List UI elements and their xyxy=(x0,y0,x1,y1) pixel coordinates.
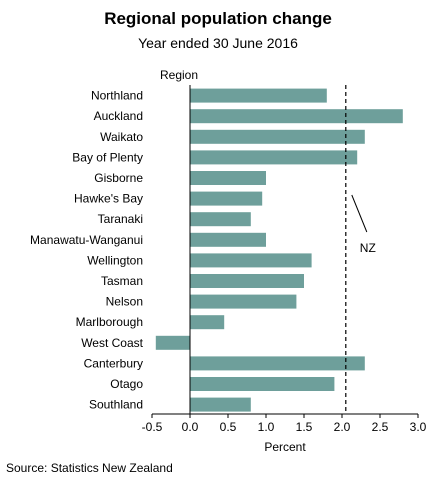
bar-marlborough xyxy=(190,315,225,330)
bar-taranaki xyxy=(190,212,251,227)
x-tick-label: -0.5 xyxy=(142,420,163,434)
bar-tasman xyxy=(190,274,304,288)
category-label: Tasman xyxy=(101,274,143,288)
category-label: Hawke's Bay xyxy=(74,192,143,206)
y-axis-title: Region xyxy=(160,68,198,82)
chart-subtitle: Year ended 30 June 2016 xyxy=(138,35,298,51)
bar-southland xyxy=(190,397,251,412)
x-axis-title: Percent xyxy=(264,440,306,454)
bar-auckland xyxy=(190,109,403,124)
bar-gisborne xyxy=(190,171,266,185)
category-label: Auckland xyxy=(94,109,143,123)
source-note: Source: Statistics New Zealand xyxy=(6,461,173,475)
x-tick-label: 2.0 xyxy=(334,420,351,434)
category-label: Canterbury xyxy=(84,356,143,370)
x-tick-label: 0.0 xyxy=(182,420,199,434)
category-label: Manawatu-Wanganui xyxy=(30,233,143,247)
bar-wellington xyxy=(190,253,312,268)
nz-annotation-pointer xyxy=(351,194,368,233)
x-tick-label: 2.5 xyxy=(372,420,389,434)
bar-northland xyxy=(190,88,327,103)
category-label: Bay of Plenty xyxy=(72,150,143,164)
category-labels: Northland Auckland Waikato Bay of Plenty Gis… xyxy=(30,89,144,412)
chart-title: Regional population change xyxy=(104,9,332,28)
bar-waikato xyxy=(190,129,365,144)
category-label: Northland xyxy=(91,89,143,103)
x-tick-label: 1.0 xyxy=(258,420,275,434)
category-label: Otago xyxy=(110,377,143,391)
x-tick-label: 0.5 xyxy=(220,420,237,434)
x-tick-label: 3.0 xyxy=(410,420,427,434)
bar-bay-of-plenty xyxy=(190,150,358,165)
x-axis-ticks: -0.5 0.0 0.5 1.0 1.5 2.0 2.5 3.0 xyxy=(142,414,427,434)
category-label: Gisborne xyxy=(94,171,143,185)
category-label: Waikato xyxy=(100,130,143,144)
bars-group xyxy=(155,88,403,412)
x-tick-label: 1.5 xyxy=(296,420,313,434)
category-label: Nelson xyxy=(106,295,143,309)
bar-west-coast xyxy=(155,335,190,350)
bar-nelson xyxy=(190,294,297,309)
category-label: Taranaki xyxy=(98,212,143,226)
category-label: Wellington xyxy=(87,253,143,267)
bar-canterbury xyxy=(190,356,365,371)
category-label: Southland xyxy=(89,398,143,412)
bar-manawatu-wanganui xyxy=(190,232,266,247)
nz-annotation-label: NZ xyxy=(360,241,376,255)
bar-otago xyxy=(190,377,335,391)
category-label: West Coast xyxy=(81,336,143,350)
bar-hawke-s-bay xyxy=(190,191,263,206)
category-label: Marlborough xyxy=(76,315,143,329)
